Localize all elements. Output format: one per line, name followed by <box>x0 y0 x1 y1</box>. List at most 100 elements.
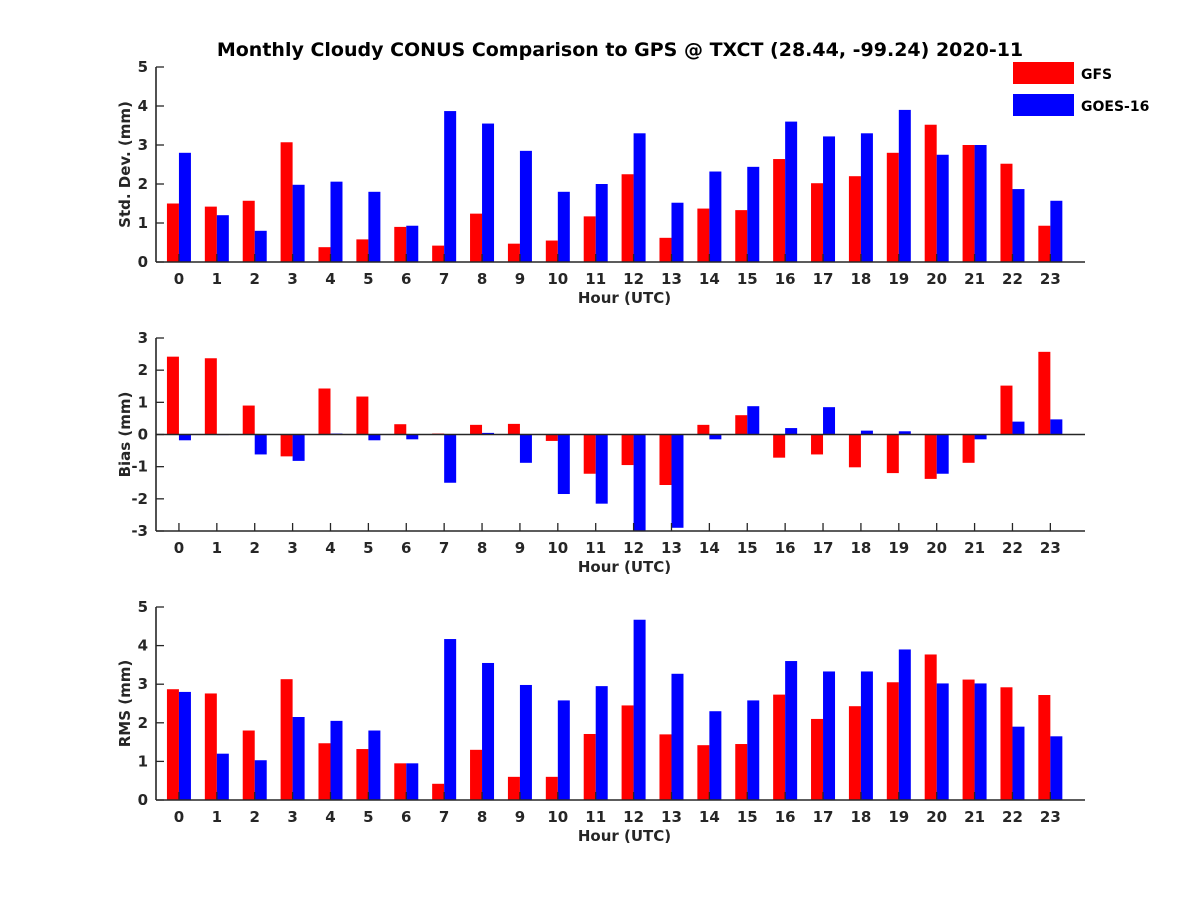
bar-gfs-hour-4 <box>318 388 331 435</box>
bar-gfs-hour-4 <box>318 743 331 800</box>
legend-swatch-gfs <box>1013 62 1074 84</box>
bar-goes-16-hour-2 <box>254 434 267 455</box>
bar-gfs-hour-9 <box>507 776 520 800</box>
bar-gfs-hour-15 <box>735 744 748 800</box>
bar-goes-16-hour-6 <box>406 225 419 262</box>
bar-goes-16-hour-16 <box>785 428 798 435</box>
x-tick-label: 18 <box>850 539 871 557</box>
x-tick-label: 4 <box>325 270 335 288</box>
x-tick-label: 21 <box>964 270 985 288</box>
bar-goes-16-hour-0 <box>178 691 191 800</box>
bar-goes-16-hour-8 <box>482 662 495 800</box>
x-tick-label: 20 <box>926 270 947 288</box>
x-tick-label: 13 <box>661 539 682 557</box>
bar-goes-16-hour-15 <box>747 406 760 435</box>
x-tick-label: 6 <box>401 270 411 288</box>
x-tick-label: 16 <box>775 808 796 826</box>
x-tick-label: 19 <box>888 808 909 826</box>
bar-goes-16-hour-21 <box>974 434 987 440</box>
panel-2-bars <box>166 351 1063 531</box>
bar-gfs-hour-5 <box>356 749 369 800</box>
bar-gfs-hour-14 <box>697 424 710 435</box>
x-tick-label: 9 <box>515 539 525 557</box>
y-tick-label: 5 <box>138 598 148 616</box>
bar-goes-16-hour-7 <box>444 434 457 483</box>
bar-goes-16-hour-2 <box>254 760 267 800</box>
x-tick-label: 12 <box>623 808 644 826</box>
bar-gfs-hour-16 <box>773 159 786 262</box>
legend-label-gfs: GFS <box>1081 67 1112 83</box>
bar-goes-16-hour-22 <box>1012 726 1025 800</box>
bar-goes-16-hour-6 <box>406 763 419 800</box>
bar-gfs-hour-7 <box>432 783 445 800</box>
y-tick-label: 4 <box>138 97 148 115</box>
bar-goes-16-hour-10 <box>557 191 570 262</box>
x-tick-label: 2 <box>249 808 259 826</box>
bar-gfs-hour-3 <box>280 434 293 457</box>
bar-gfs-hour-8 <box>470 213 483 262</box>
bar-goes-16-hour-9 <box>519 434 532 463</box>
bar-goes-16-hour-10 <box>557 434 570 495</box>
bar-goes-16-hour-20 <box>936 154 949 262</box>
x-tick-label: 17 <box>813 270 834 288</box>
x-tick-label: 6 <box>401 808 411 826</box>
x-tick-label: 14 <box>699 539 720 557</box>
bar-gfs-hour-20 <box>924 654 937 800</box>
x-tick-label: 3 <box>287 270 297 288</box>
bar-gfs-hour-3 <box>280 142 293 262</box>
bar-gfs-hour-20 <box>924 124 937 262</box>
x-tick-label: 21 <box>964 808 985 826</box>
x-tick-label: 16 <box>775 270 796 288</box>
bar-gfs-hour-8 <box>470 749 483 800</box>
x-tick-label: 13 <box>661 808 682 826</box>
bar-gfs-hour-22 <box>1000 687 1013 800</box>
bar-gfs-hour-10 <box>545 434 558 441</box>
x-tick-label: 13 <box>661 270 682 288</box>
x-tick-label: 7 <box>439 270 449 288</box>
x-tick-label: 5 <box>363 808 373 826</box>
y-tick-label: -2 <box>131 490 148 508</box>
bar-goes-16-hour-16 <box>785 121 798 262</box>
bar-gfs-hour-23 <box>1038 695 1051 800</box>
bar-goes-16-hour-3 <box>292 717 305 800</box>
bar-goes-16-hour-17 <box>823 136 836 262</box>
bar-goes-16-hour-5 <box>368 434 381 441</box>
x-tick-label: 9 <box>515 270 525 288</box>
bar-goes-16-hour-14 <box>709 171 722 262</box>
bar-goes-16-hour-13 <box>671 434 684 528</box>
bar-goes-16-hour-9 <box>519 150 532 262</box>
panel-3-bars <box>166 619 1063 800</box>
bar-goes-16-hour-18 <box>860 133 873 262</box>
bar-gfs-hour-6 <box>394 226 407 262</box>
bar-goes-16-hour-18 <box>860 430 873 435</box>
x-tick-label: 11 <box>585 270 606 288</box>
bar-gfs-hour-10 <box>545 776 558 800</box>
bar-gfs-hour-15 <box>735 210 748 262</box>
bar-goes-16-hour-7 <box>444 111 457 262</box>
y-tick-label: 0 <box>138 791 148 809</box>
bar-goes-16-hour-11 <box>595 184 608 262</box>
y-tick-label: 2 <box>138 361 148 379</box>
bar-gfs-hour-7 <box>432 245 445 262</box>
x-tick-label: 7 <box>439 808 449 826</box>
bar-gfs-hour-2 <box>242 200 255 262</box>
x-tick-label: 8 <box>477 270 487 288</box>
y-axis-label: RMS (mm) <box>116 660 134 747</box>
y-tick-label: 0 <box>138 253 148 271</box>
bar-gfs-hour-0 <box>166 689 179 800</box>
bar-gfs-hour-4 <box>318 247 331 262</box>
chart-title: Monthly Cloudy CONUS Comparison to GPS @… <box>217 39 1023 61</box>
y-tick-label: 5 <box>138 58 148 76</box>
bar-goes-16-hour-15 <box>747 166 760 262</box>
x-tick-label: 4 <box>325 808 335 826</box>
bar-goes-16-hour-17 <box>823 407 836 435</box>
x-tick-label: 14 <box>699 808 720 826</box>
bar-goes-16-hour-13 <box>671 673 684 800</box>
x-tick-label: 12 <box>623 539 644 557</box>
bar-goes-16-hour-10 <box>557 700 570 800</box>
y-tick-label: -3 <box>131 522 148 540</box>
x-tick-label: 0 <box>174 270 184 288</box>
